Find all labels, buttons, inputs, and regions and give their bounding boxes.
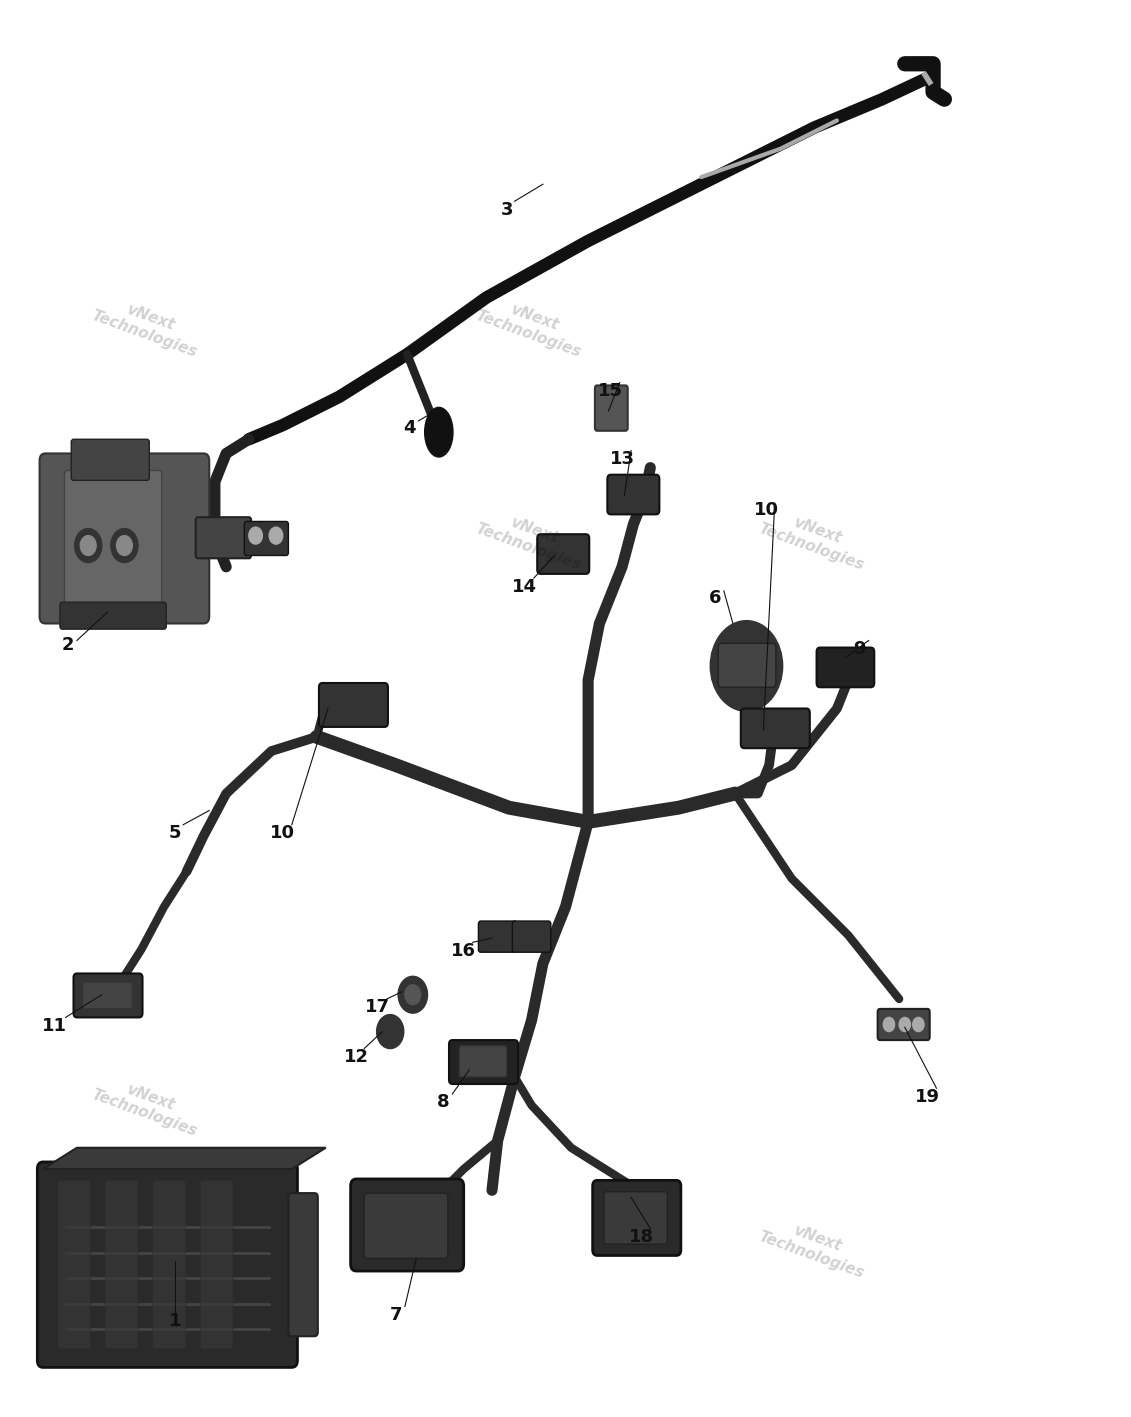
- FancyBboxPatch shape: [58, 1180, 90, 1349]
- Text: 9: 9: [853, 640, 866, 657]
- Circle shape: [883, 1017, 895, 1032]
- Circle shape: [269, 527, 283, 544]
- Text: vNext
Technologies: vNext Technologies: [89, 292, 205, 360]
- FancyBboxPatch shape: [319, 683, 388, 727]
- FancyBboxPatch shape: [537, 534, 589, 574]
- FancyBboxPatch shape: [449, 1040, 518, 1084]
- Circle shape: [249, 527, 262, 544]
- Circle shape: [377, 1015, 404, 1049]
- FancyBboxPatch shape: [83, 982, 132, 1009]
- Circle shape: [398, 976, 428, 1013]
- Text: 13: 13: [610, 451, 634, 468]
- Text: 4: 4: [403, 419, 416, 436]
- FancyBboxPatch shape: [364, 1193, 448, 1258]
- Text: 19: 19: [915, 1088, 940, 1105]
- Text: 7: 7: [389, 1306, 403, 1323]
- Circle shape: [899, 1017, 910, 1032]
- Text: 18: 18: [629, 1229, 654, 1246]
- FancyBboxPatch shape: [512, 921, 551, 952]
- FancyBboxPatch shape: [878, 1009, 930, 1040]
- Circle shape: [111, 529, 138, 563]
- FancyBboxPatch shape: [196, 517, 251, 558]
- FancyBboxPatch shape: [74, 973, 143, 1017]
- Text: 6: 6: [708, 589, 722, 606]
- FancyBboxPatch shape: [64, 470, 162, 606]
- Text: 10: 10: [754, 502, 779, 519]
- Text: 15: 15: [598, 383, 623, 400]
- FancyBboxPatch shape: [459, 1046, 507, 1077]
- Text: 12: 12: [344, 1049, 369, 1066]
- Text: 16: 16: [451, 942, 476, 959]
- FancyBboxPatch shape: [37, 1162, 297, 1367]
- FancyBboxPatch shape: [595, 385, 628, 431]
- FancyBboxPatch shape: [607, 475, 659, 514]
- FancyBboxPatch shape: [244, 521, 288, 555]
- Text: vNext
Technologies: vNext Technologies: [757, 1213, 872, 1281]
- Text: 10: 10: [270, 825, 295, 842]
- FancyBboxPatch shape: [40, 453, 209, 623]
- FancyBboxPatch shape: [288, 1193, 318, 1336]
- FancyBboxPatch shape: [105, 1180, 138, 1349]
- Text: vNext
Technologies: vNext Technologies: [474, 504, 589, 572]
- FancyBboxPatch shape: [593, 1180, 681, 1255]
- Text: 17: 17: [365, 999, 390, 1016]
- Text: 1: 1: [169, 1312, 182, 1329]
- Text: 11: 11: [42, 1017, 67, 1034]
- Circle shape: [710, 621, 783, 711]
- Circle shape: [80, 536, 96, 555]
- FancyBboxPatch shape: [478, 921, 517, 952]
- FancyBboxPatch shape: [71, 439, 149, 480]
- Text: 2: 2: [61, 636, 75, 653]
- FancyBboxPatch shape: [604, 1192, 667, 1244]
- Text: vNext
Technologies: vNext Technologies: [89, 1071, 205, 1139]
- Text: 5: 5: [169, 825, 182, 842]
- FancyBboxPatch shape: [200, 1180, 233, 1349]
- Polygon shape: [43, 1148, 326, 1169]
- Ellipse shape: [425, 408, 452, 458]
- FancyBboxPatch shape: [351, 1179, 464, 1271]
- Circle shape: [116, 536, 132, 555]
- Text: vNext
Technologies: vNext Technologies: [757, 504, 872, 572]
- Circle shape: [913, 1017, 924, 1032]
- FancyBboxPatch shape: [817, 648, 874, 687]
- Circle shape: [75, 529, 102, 563]
- FancyBboxPatch shape: [60, 602, 166, 629]
- Circle shape: [405, 985, 421, 1005]
- FancyBboxPatch shape: [718, 643, 776, 687]
- Text: vNext
Technologies: vNext Technologies: [474, 292, 589, 360]
- Text: 3: 3: [500, 201, 513, 218]
- Text: 8: 8: [437, 1094, 450, 1111]
- Text: 14: 14: [512, 578, 537, 595]
- FancyBboxPatch shape: [153, 1180, 185, 1349]
- FancyBboxPatch shape: [741, 708, 810, 748]
